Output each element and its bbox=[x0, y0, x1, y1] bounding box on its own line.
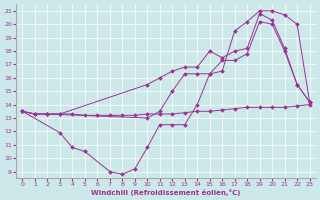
X-axis label: Windchill (Refroidissement éolien,°C): Windchill (Refroidissement éolien,°C) bbox=[91, 189, 241, 196]
